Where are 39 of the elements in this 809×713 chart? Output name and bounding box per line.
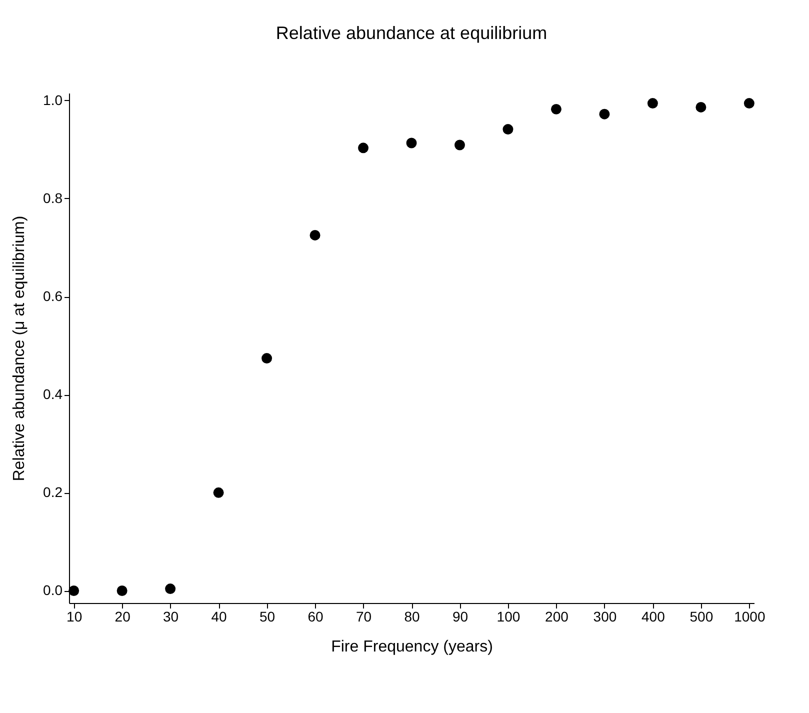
x-tick-label: 20 <box>114 608 131 624</box>
x-tick-label: 60 <box>308 608 324 624</box>
point <box>696 102 706 112</box>
y-axis-title: Relative abundance (μ at equilibrium) <box>11 216 28 482</box>
point <box>550 104 562 114</box>
x-tick-label: 40 <box>211 608 228 624</box>
x-tick-label: 1000 <box>734 608 766 624</box>
y-tick-label: 0.6 <box>43 288 63 304</box>
point <box>262 353 272 364</box>
y-tick-label: 1.0 <box>43 92 63 108</box>
point <box>165 584 176 594</box>
y-tick-label: 0.0 <box>43 582 63 598</box>
chart-title: Relative abundance at equilibrium <box>276 23 548 43</box>
point <box>68 586 80 596</box>
point <box>213 487 224 498</box>
x-tick-label: 80 <box>404 608 420 624</box>
y-tick-label: 0.8 <box>43 190 63 206</box>
x-tick-label: 300 <box>593 608 617 624</box>
point <box>406 138 417 148</box>
point <box>502 124 514 135</box>
x-tick-label: 90 <box>452 608 468 624</box>
x-tick-label: 400 <box>642 608 666 624</box>
point <box>358 142 369 154</box>
point <box>116 586 128 596</box>
x-tick-label: 70 <box>356 608 372 624</box>
x-tick-label: 30 <box>163 608 179 624</box>
y-tick-label: 0.4 <box>43 386 63 402</box>
x-axis-title: Fire Frequency (years) <box>331 638 493 656</box>
point <box>647 98 658 109</box>
x-tick-label: 500 <box>690 608 714 624</box>
point <box>454 140 465 150</box>
x-tick-label: 200 <box>545 608 569 624</box>
x-tick-label: 100 <box>496 608 520 624</box>
x-tick-label: 10 <box>66 608 82 624</box>
y-tick-label: 0.2 <box>43 484 63 500</box>
point <box>744 98 754 109</box>
point <box>310 230 320 240</box>
point <box>599 108 610 120</box>
x-tick-label: 50 <box>259 608 276 624</box>
